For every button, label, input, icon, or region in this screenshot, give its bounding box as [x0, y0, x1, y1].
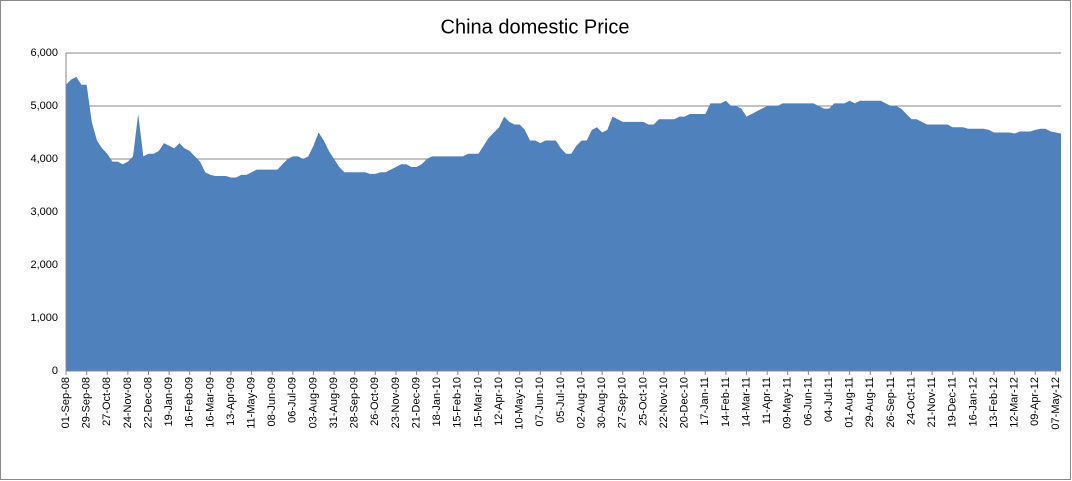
- x-tick-label: 17-Jan-11: [699, 377, 711, 426]
- x-tick-label: 08-Jun-09: [266, 377, 278, 427]
- x-tick-label: 28-Sep-09: [349, 377, 361, 428]
- x-tick-label: 26-Sep-11: [885, 377, 897, 428]
- x-tick-label: 01-Sep-08: [60, 377, 72, 428]
- chart-title: China domestic Price: [441, 16, 630, 38]
- x-tick-label: 13-Apr-09: [225, 377, 237, 426]
- x-tick-label: 07-Jun-10: [534, 377, 546, 427]
- x-tick-label: 27-Sep-10: [617, 377, 629, 428]
- x-tick-label: 14-Mar-11: [740, 377, 752, 427]
- x-tick-label: 30-Aug-10: [596, 377, 608, 428]
- y-tick-label: 4,000: [30, 153, 58, 165]
- x-tick-label: 27-Oct-08: [101, 377, 113, 426]
- x-tick-label: 29-Sep-08: [81, 377, 93, 428]
- x-tick-label: 23-Nov-09: [390, 377, 402, 428]
- x-tick-label: 06-Jun-11: [802, 377, 814, 426]
- x-tick-label: 16-Mar-09: [204, 377, 216, 428]
- x-tick-label: 18-Jan-10: [431, 377, 443, 427]
- x-tick-label: 15-Feb-10: [452, 377, 464, 428]
- x-tick-label: 19-Dec-11: [947, 377, 959, 428]
- x-tick-label: 19-Jan-09: [163, 377, 175, 427]
- x-tick-label: 31-Aug-09: [328, 377, 340, 428]
- y-tick-label: 3,000: [30, 206, 58, 218]
- x-tick-label: 21-Dec-09: [410, 377, 422, 428]
- x-tick-label: 13-Feb-12: [988, 377, 1000, 428]
- x-tick-label: 24-Nov-08: [122, 377, 134, 428]
- x-tick-label: 02-Aug-10: [575, 377, 587, 428]
- x-tick-label: 16-Jan-12: [967, 377, 979, 427]
- x-tick-label: 29-Aug-11: [864, 377, 876, 428]
- x-tick-label: 14-Feb-11: [720, 377, 732, 427]
- x-tick-label: 11-May-09: [246, 377, 258, 429]
- x-tick-label: 20-Dec-10: [679, 377, 691, 428]
- y-tick-label: 1,000: [30, 312, 58, 324]
- x-tick-label: 04-Jul-11: [823, 377, 835, 422]
- y-tick-label: 2,000: [30, 259, 58, 271]
- x-tick-label: 06-Jul-09: [287, 377, 299, 423]
- y-tick-label: 0: [52, 365, 58, 377]
- area: [66, 76, 1061, 371]
- x-tick-label: 12-Mar-12: [1009, 377, 1021, 428]
- x-tick-label: 22-Nov-10: [658, 377, 670, 428]
- x-tick-label: 11-Apr-11: [761, 377, 773, 424]
- x-tick-label: 09-May-11: [782, 377, 794, 429]
- x-tick-label: 03-Aug-09: [307, 377, 319, 428]
- x-tick-label: 16-Feb-09: [184, 377, 196, 428]
- x-tick-label: 10-May-10: [514, 377, 526, 430]
- y-tick-label: 5,000: [30, 100, 58, 112]
- y-tick-label: 6,000: [30, 47, 58, 59]
- x-tick-label: 05-Jul-10: [555, 377, 567, 423]
- x-tick-label: 26-Oct-09: [369, 377, 381, 426]
- x-tick-label: 15-Mar-10: [472, 377, 484, 428]
- x-tick-label: 21-Nov-11: [926, 377, 938, 428]
- x-tick-label: 09-Apr-12: [1029, 377, 1041, 426]
- x-tick-label: 12-Apr-10: [493, 377, 505, 426]
- x-tick-label: 01-Aug-11: [844, 377, 856, 428]
- x-tick-label: 24-Oct-11: [905, 377, 917, 425]
- x-tick-label: 07-May-12: [1050, 377, 1062, 430]
- x-tick-label: 25-Oct-10: [637, 377, 649, 426]
- x-tick-label: 22-Dec-08: [142, 377, 154, 428]
